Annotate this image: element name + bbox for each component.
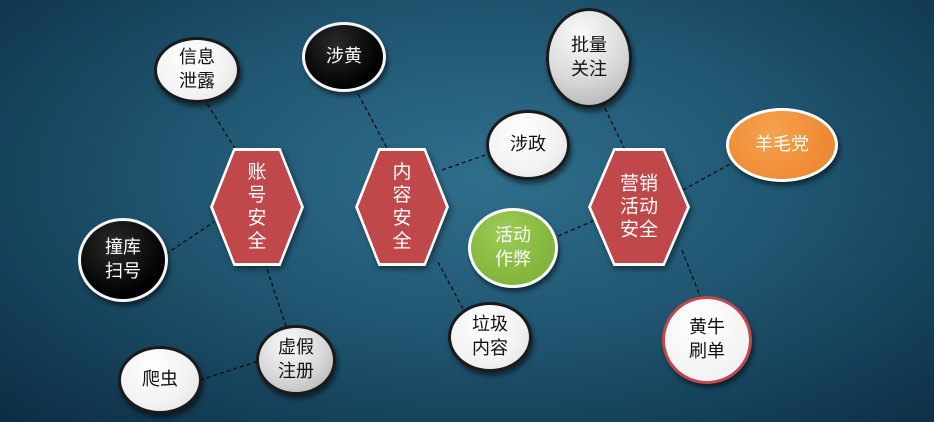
node-pornography-line-1: 涉黄 [326,46,362,67]
connector-crawler [199,359,263,381]
hub-content-security: 内 容 安 全 [355,148,449,266]
node-activity-cheating: 活动 作弊 [468,208,558,288]
node-fake-registration-line-1: 虚假 [278,337,314,358]
node-spam-content: 垃圾 内容 [448,302,532,372]
hub-marketing-label-2: 活动 [619,195,658,218]
node-info-leak-line-2: 泄露 [179,71,215,92]
node-fake-registration: 虚假 注册 [256,325,336,395]
node-bulk-follow: 批量 关注 [546,8,632,108]
hub-content-label-2: 容 [392,184,412,206]
node-politics-line-1: 涉政 [510,134,546,155]
hub-account-security: 账 号 安 全 [210,148,304,266]
node-wool-party: 羊毛党 [726,108,838,182]
node-credential-stuffing-line-2: 扫号 [105,261,141,282]
hub-account-label-2: 号 [247,184,267,206]
hub-account-label-1: 账 [247,161,267,183]
hub-account-label-3: 安 [247,207,267,229]
connector-fake-registration [264,262,289,333]
connector-politics [441,151,495,171]
hub-marketing-label-3: 安全 [619,218,658,241]
hub-account-label-4: 全 [247,230,267,252]
connector-pornography [354,87,389,151]
connector-info-leak [199,91,248,169]
node-scalper-orders-line-2: 刷单 [689,341,725,362]
node-pornography: 涉黄 [302,22,386,92]
node-scalper-orders: 黄牛 刷单 [662,296,752,384]
node-bulk-follow-line-2: 关注 [571,59,607,80]
node-credential-stuffing-line-1: 撞库 [105,237,141,258]
node-info-leak: 信息 泄露 [154,37,240,103]
hub-content-label-3: 安 [392,207,412,229]
node-spam-content-line-2: 内容 [472,338,508,359]
connector-activity-cheating [557,220,594,237]
hub-marketing-label-1: 营销 [619,172,658,195]
hub-marketing-security: 营销 活动 安全 [588,148,690,266]
node-activity-cheating-line-1: 活动 [495,225,531,246]
node-politics: 涉政 [486,110,570,180]
connector-scalper-orders [681,249,701,297]
node-crawler-line-1: 爬虫 [142,369,178,390]
node-info-leak-line-1: 信息 [179,47,215,68]
node-fake-registration-line-2: 注册 [278,361,314,382]
node-spam-content-line-1: 垃圾 [472,314,508,335]
node-scalper-orders-line-1: 黄牛 [689,317,725,338]
node-wool-party-line-1: 羊毛党 [755,134,809,155]
connector-credential-stuffing [159,221,215,259]
hub-content-label-4: 全 [392,230,412,252]
connector-wool-party [682,162,733,191]
node-credential-stuffing: 撞库 扫号 [78,218,168,302]
node-activity-cheating-line-2: 作弊 [495,249,531,270]
node-crawler: 爬虫 [118,346,202,414]
connector-bulk-follow [601,101,631,161]
node-bulk-follow-line-1: 批量 [571,35,607,56]
hub-content-label-1: 内 [392,161,412,183]
